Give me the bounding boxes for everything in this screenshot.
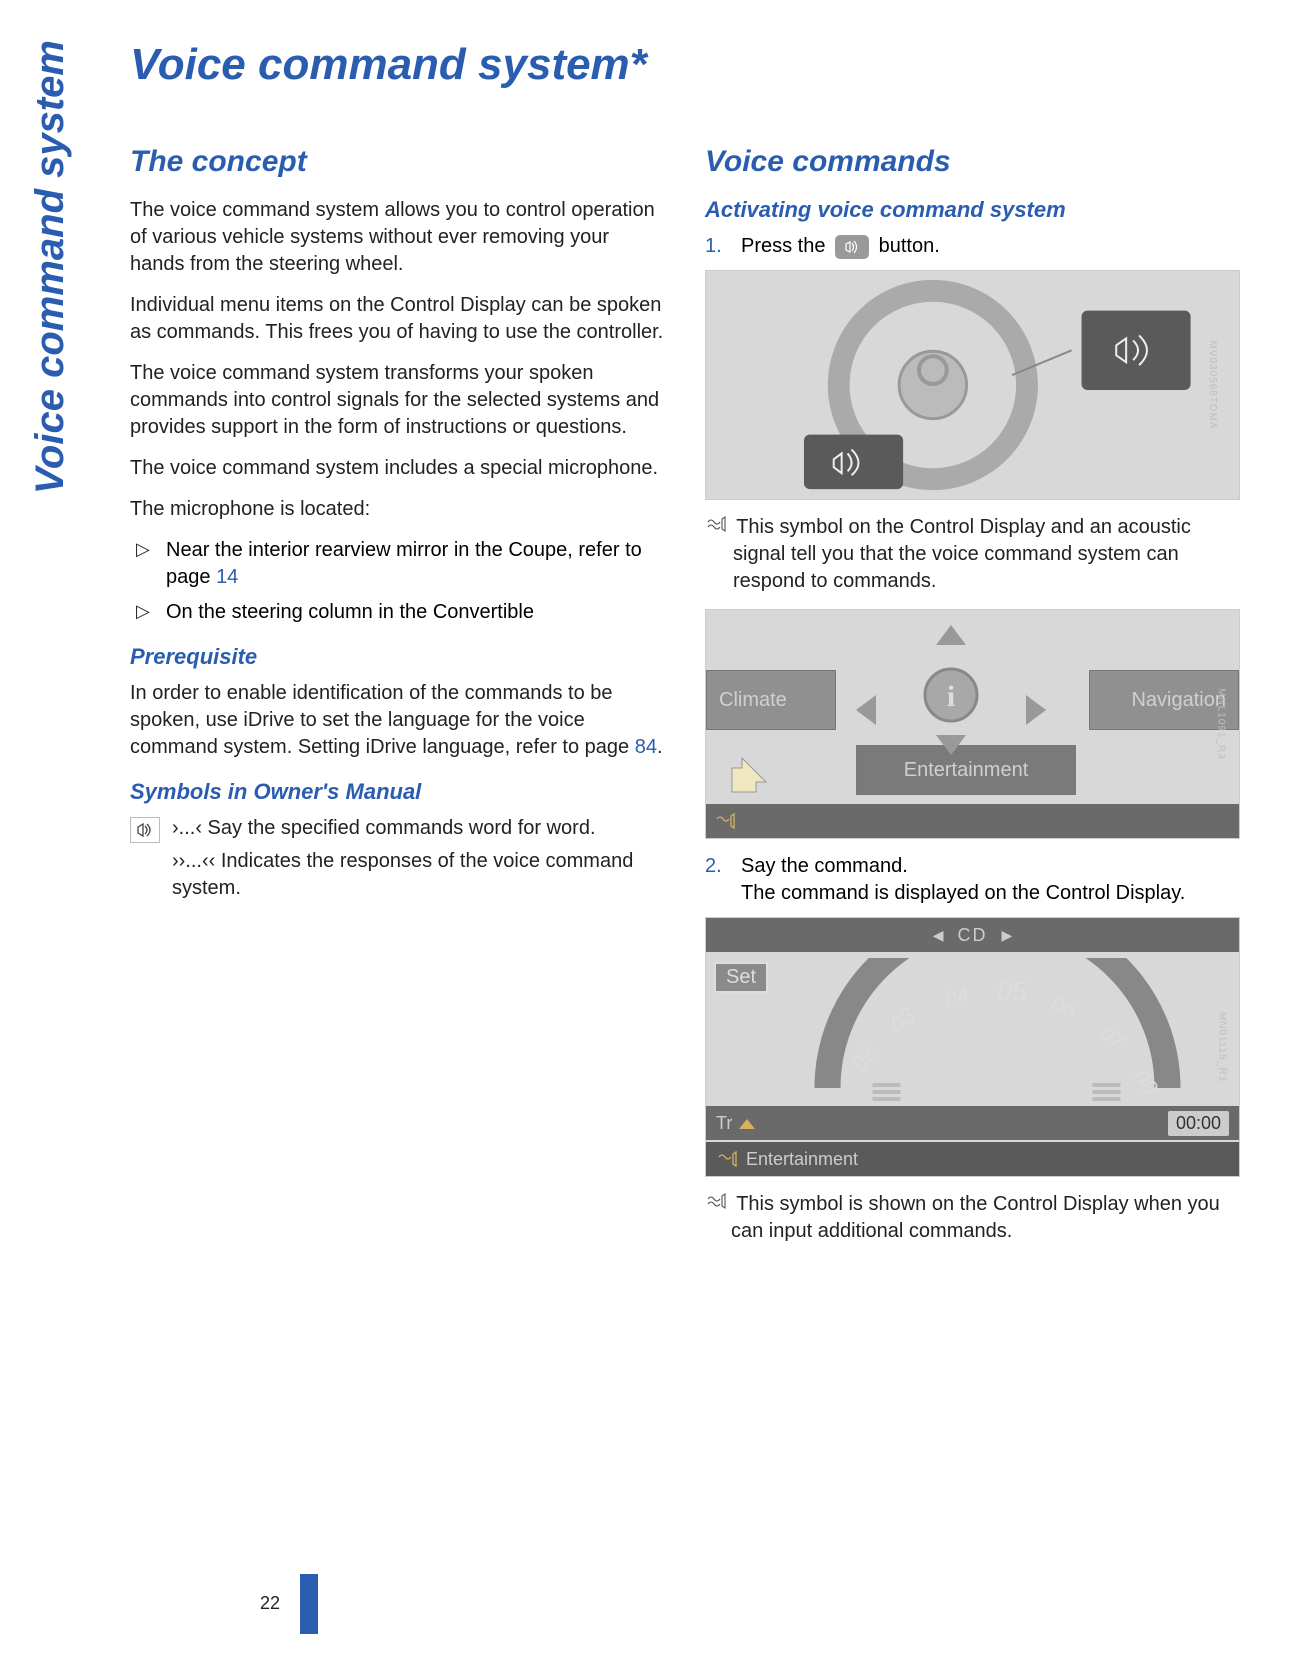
right-column: Voice commands Activating voice command … [705,145,1240,1259]
figure-code-1: MV030568TOMA [1207,340,1218,429]
step-2b: The command is displayed on the Control … [741,882,1185,904]
page-title: Voice command system* [130,40,1240,90]
wave-voice-icon [705,515,727,533]
figure-code-3: MN01115_R3 [1216,1012,1227,1082]
step-2: 2. Say the command. The command is displ… [705,853,1240,907]
svg-text:07: 07 [1094,1020,1129,1055]
heading-activating: Activating voice command system [705,197,1240,223]
step-1-pre: Press the [741,235,831,257]
page-number: 22 [260,1593,280,1614]
cd-set-box: Set [714,962,768,993]
illustration-steering-wheel: MV030568TOMA [705,270,1240,500]
step-1: 1. Press the button. [705,233,1240,260]
step-1-post: button. [873,235,940,257]
prereq-text-a: In order to enable identification of the… [130,682,635,758]
symbol-row-1: ›...‹ Say the specified commands word fo… [130,815,665,916]
mic-loc-item-2: On the steering column in the Convertibl… [130,599,665,626]
step-2a: Say the command. [741,855,908,877]
symbol-desc-2: ››...‹‹ Indicates the responses of the v… [172,848,665,902]
heading-voice-commands: Voice commands [705,145,1240,179]
svg-text:03: 03 [885,1002,920,1037]
heading-symbols: Symbols in Owner's Manual [130,779,665,805]
page-ref-14[interactable]: 14 [216,566,238,588]
svg-text:04: 04 [941,981,972,1012]
concept-p2: Individual menu items on the Control Dis… [130,292,665,346]
cd-tr: Tr [716,1113,732,1133]
concept-p4: The voice command system includes a spec… [130,455,665,482]
wave-voice-icon-2 [705,1192,727,1210]
menu-climate: Climate [706,670,836,730]
concept-p3: The voice command system transforms your… [130,360,665,441]
note-2-text: This symbol is shown on the Control Disp… [731,1193,1220,1242]
svg-text:02: 02 [846,1041,881,1075]
voice-icon [130,817,160,843]
svg-text:05: 05 [998,976,1027,1006]
figure-code-2: MNL1091_R3 [1216,688,1227,760]
footer-accent-bar [300,1574,318,1634]
heading-the-concept: The concept [130,145,665,179]
cd-label: CD [958,925,988,946]
heading-prerequisite: Prerequisite [130,644,665,670]
svg-text:i: i [947,680,955,713]
symbol-desc-1: ›...‹ Say the specified commands word fo… [172,815,665,842]
voice-button-icon [835,235,869,259]
mic-loc-item-1: Near the interior rearview mirror in the… [130,537,665,591]
note-2: This symbol is shown on the Control Disp… [705,1191,1240,1245]
prereq-text: In order to enable identification of the… [130,680,665,761]
illustration-cd-display: ◀ CD ▶ Set 02 03 04 05 06 07 08 [705,917,1240,1177]
side-tab: Voice command system [30,40,70,494]
menu-bottom-bar [706,804,1239,838]
cd-time: 00:00 [1168,1111,1229,1136]
page-ref-84[interactable]: 84 [635,736,657,758]
left-column: The concept The voice command system all… [130,145,665,1259]
cd-entertainment: Entertainment [746,1149,858,1170]
illustration-menu: Climate Navigation Entertainment i [705,609,1240,839]
concept-p1: The voice command system allows you to c… [130,197,665,278]
note-1-text: This symbol on the Control Display and a… [733,516,1191,592]
svg-text:06: 06 [1048,991,1080,1023]
note-1: This symbol on the Control Display and a… [705,514,1240,595]
prereq-text-b: . [657,736,663,758]
concept-p5: The microphone is located: [130,496,665,523]
